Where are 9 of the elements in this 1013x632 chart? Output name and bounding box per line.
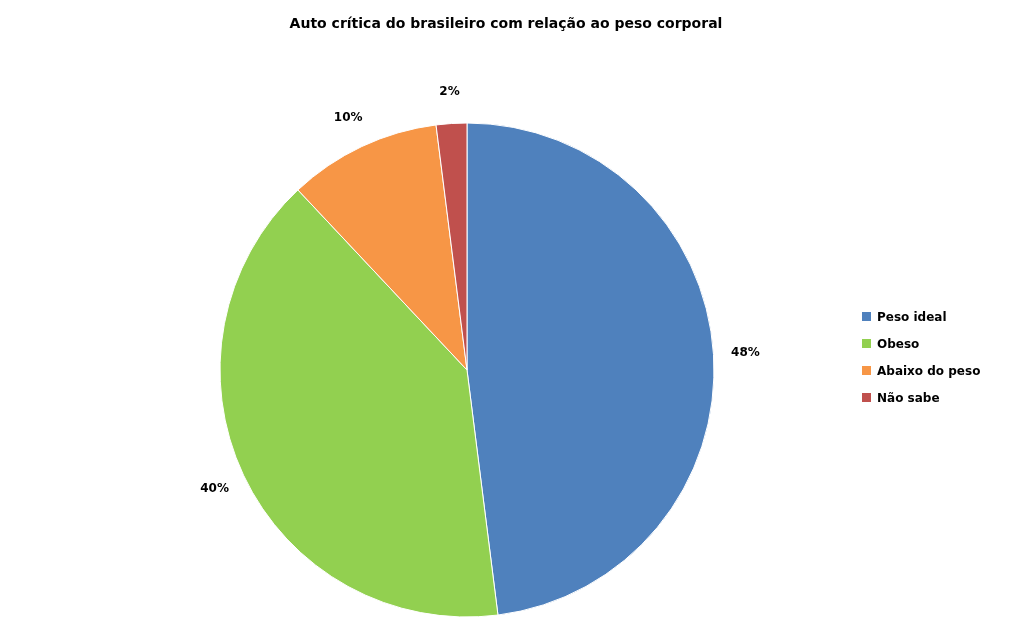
chart-title: Auto crítica do brasileiro com relação ao peso corporal	[289, 15, 723, 31]
legend-label: Obeso	[877, 336, 920, 351]
legend-label: Abaixo do peso	[877, 363, 981, 378]
data-label: 48%	[731, 344, 760, 359]
data-label: 10%	[333, 110, 363, 125]
data-label: 2%	[439, 84, 460, 99]
data-label: 40%	[200, 481, 229, 496]
legend-label: Peso ideal	[877, 309, 947, 324]
legend-label: Não sabe	[877, 390, 940, 405]
